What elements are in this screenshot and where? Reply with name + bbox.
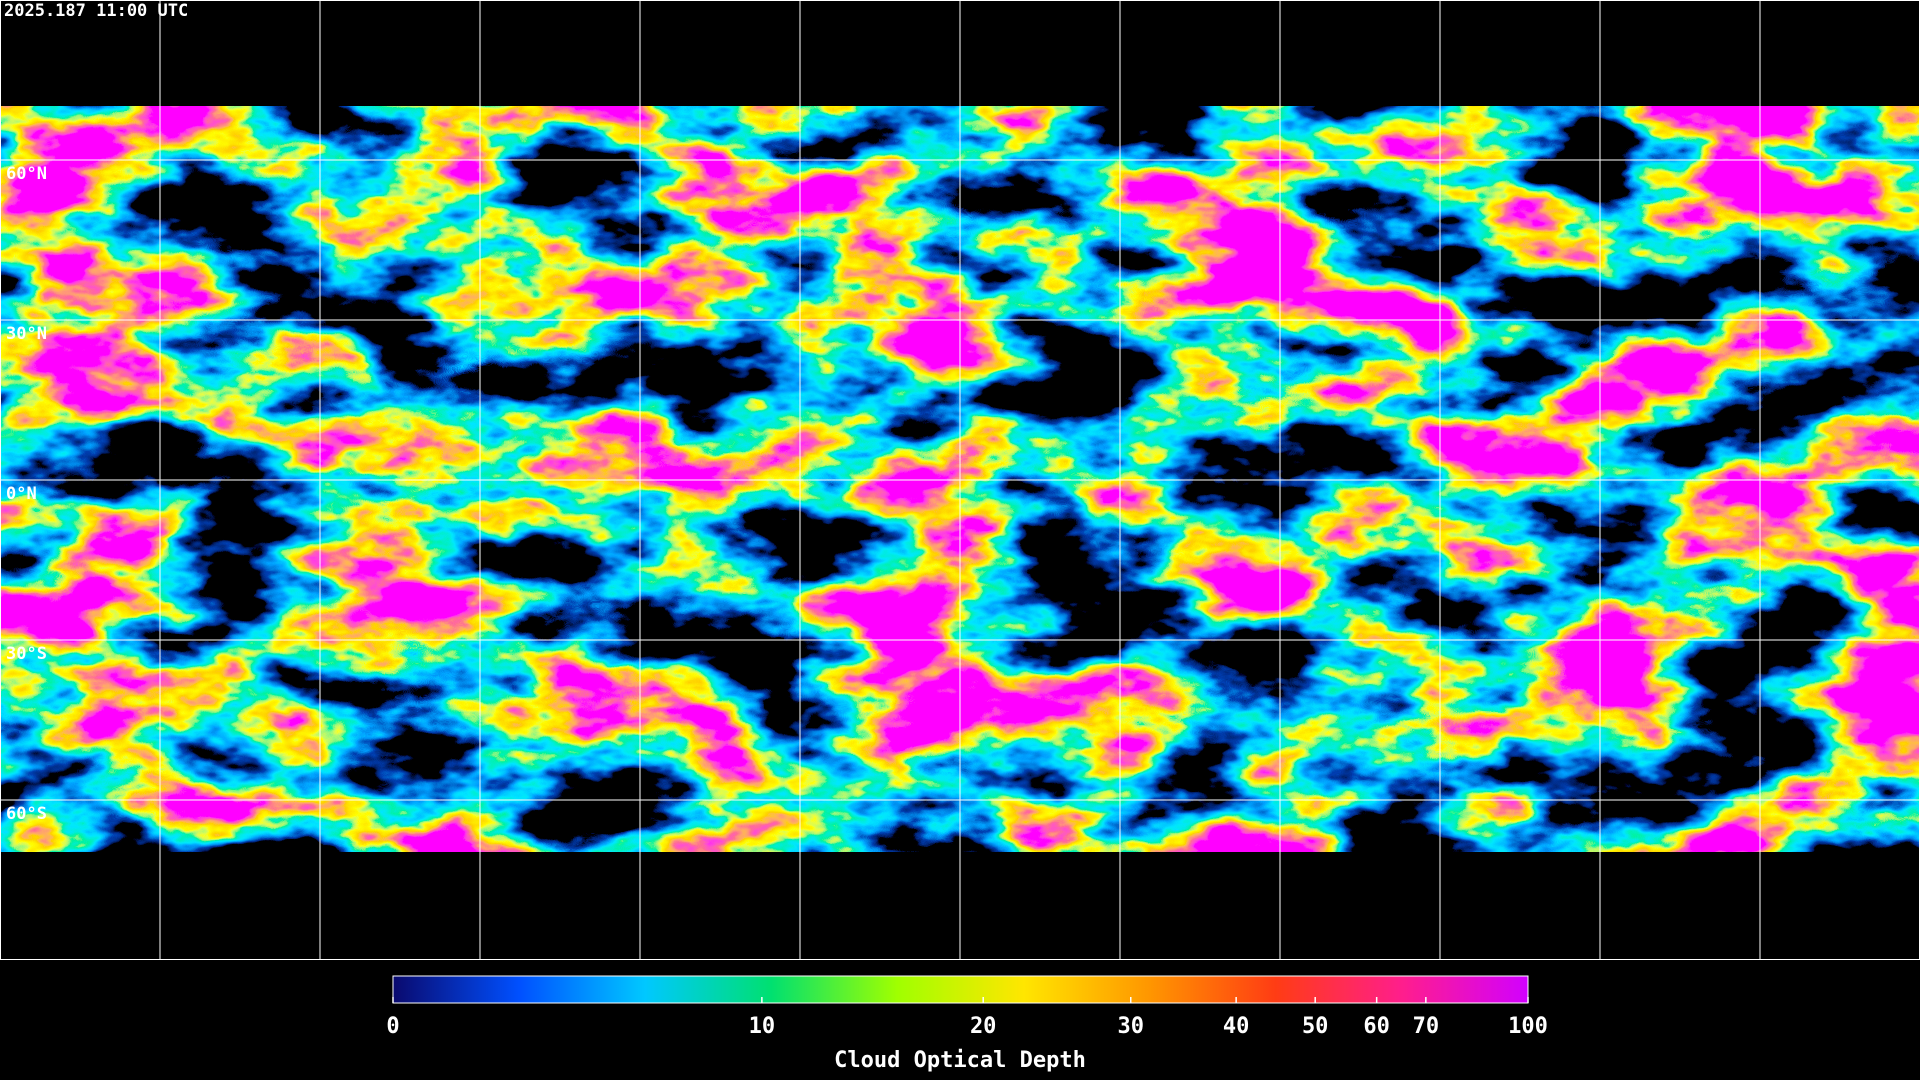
latitude-label: 60°S xyxy=(6,804,47,824)
latitude-label: 60°N xyxy=(6,164,47,184)
colorbar-tick-label: 40 xyxy=(1223,1014,1250,1039)
map xyxy=(0,0,1920,960)
colorbar-tick-label: 30 xyxy=(1118,1014,1145,1039)
colorbar-tick-label: 10 xyxy=(749,1014,776,1039)
colorbar-tick-label: 70 xyxy=(1413,1014,1440,1039)
colorbar xyxy=(392,975,1529,1004)
colorbar-tick-label: 0 xyxy=(386,1014,399,1039)
latitude-label: 0°N xyxy=(6,484,37,504)
colorbar-tick-label: 20 xyxy=(970,1014,997,1039)
latitude-label: 30°N xyxy=(6,324,47,344)
colorbar-tick-label: 50 xyxy=(1302,1014,1329,1039)
colorbar-title: Cloud Optical Depth xyxy=(834,1048,1086,1073)
timestamp: 2025.187 11:00 UTC xyxy=(4,1,188,21)
latitude-label: 30°S xyxy=(6,644,47,664)
colorbar-tick-label: 60 xyxy=(1363,1014,1390,1039)
colorbar-tick-label: 100 xyxy=(1508,1014,1548,1039)
